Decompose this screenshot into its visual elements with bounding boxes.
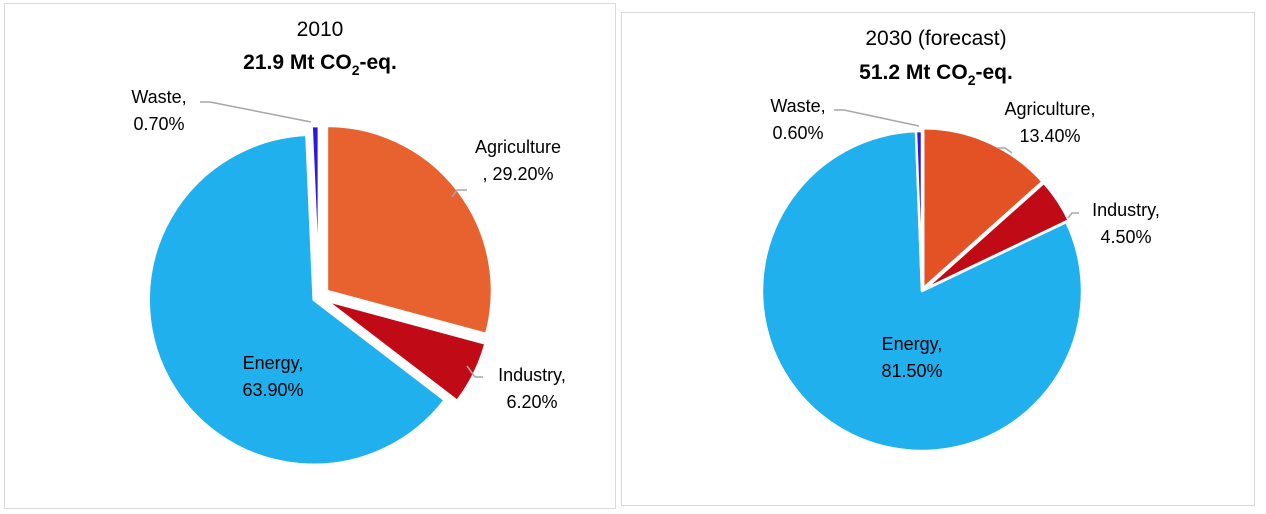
leader-lines <box>200 101 483 378</box>
pie-chart-2030: 2030 (forecast) 51.2 Mt CO2-eq. Agricult… <box>760 27 1160 453</box>
pie-slices <box>147 124 494 467</box>
pie-slices <box>760 127 1084 453</box>
leader-line-industry <box>466 365 483 378</box>
leader-line-waste <box>200 101 312 123</box>
data-label-agriculture: Agriculture, 13.40% <box>1004 99 1095 146</box>
data-label-industry: Industry, 6.20% <box>498 365 566 412</box>
chart-title: 2010 <box>297 18 344 41</box>
pie-slice-industry <box>923 181 1071 291</box>
data-label-agriculture: Agriculture, 29.20% <box>475 137 561 184</box>
chart-panel-2010: 2010 21.9 Mt CO2-eq. Agriculture, 29.20%… <box>4 3 616 509</box>
data-label-waste: Waste, 0.70% <box>131 87 186 134</box>
leader-line-agriculture <box>451 189 467 198</box>
data-label-industry: Industry, 4.50% <box>1092 200 1160 247</box>
pie-slice-industry <box>324 299 487 403</box>
chart-subtitle: 21.9 Mt CO2-eq. <box>243 51 397 78</box>
pie-slice-waste <box>310 124 321 293</box>
slice-labels: Agriculture, 29.20% Industry, 6.20% Energy,… <box>131 87 566 412</box>
data-label-energy: Energy, 63.90% <box>242 353 303 400</box>
leader-line-agriculture <box>997 147 1013 154</box>
leader-line-waste <box>834 109 920 127</box>
pie-slice-agriculture <box>921 127 1044 290</box>
data-label-energy: Energy, 81.50% <box>881 334 942 381</box>
leader-line-industry <box>1067 212 1079 219</box>
leader-lines <box>834 109 1079 219</box>
pie-chart-2010: 2010 21.9 Mt CO2-eq. Agriculture, 29.20%… <box>131 18 566 467</box>
chart-panel-2030: 2030 (forecast) 51.2 Mt CO2-eq. Agricult… <box>621 12 1255 506</box>
pie-slice-waste <box>914 129 924 293</box>
chart-title: 2030 (forecast) <box>865 27 1006 50</box>
chart-subtitle: 51.2 Mt CO2-eq. <box>859 61 1013 88</box>
pie-slice-agriculture <box>325 124 494 336</box>
data-label-waste: Waste, 0.60% <box>770 96 825 143</box>
slice-labels: Agriculture, 13.40% Industry, 4.50% Energy, 8… <box>770 96 1160 381</box>
pie-slice-energy <box>147 133 446 467</box>
